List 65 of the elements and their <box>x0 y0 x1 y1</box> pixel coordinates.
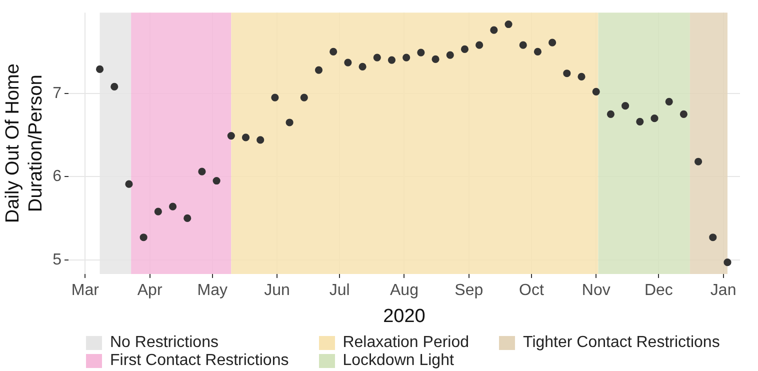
x-axis-title: 2020 <box>383 306 426 327</box>
point <box>519 41 527 49</box>
point <box>358 62 366 71</box>
x-tick-label: Jan <box>710 282 736 300</box>
point <box>665 98 673 106</box>
point <box>198 168 206 176</box>
point <box>650 114 658 122</box>
point <box>490 26 498 34</box>
point <box>271 94 279 102</box>
point <box>286 118 294 126</box>
point <box>373 54 381 62</box>
point <box>140 234 148 242</box>
point <box>578 72 586 80</box>
point <box>446 51 454 59</box>
y-tick-label: 7 <box>52 84 62 102</box>
point <box>402 54 410 62</box>
point <box>256 136 264 144</box>
point <box>417 48 425 56</box>
y-tick-label: 6 <box>52 168 62 186</box>
point <box>388 56 396 64</box>
x-tick-label: Jul <box>329 282 350 300</box>
point <box>212 176 220 185</box>
x-tick-label: Nov <box>582 282 610 300</box>
legend-label: No Restrictions <box>110 334 218 352</box>
point <box>314 66 323 74</box>
point <box>592 88 600 96</box>
point <box>184 214 192 222</box>
point <box>709 234 717 242</box>
y-tick-label: 5 <box>52 251 62 268</box>
point <box>724 258 732 266</box>
point <box>622 102 630 110</box>
point <box>680 110 688 118</box>
legend-label: Relaxation Period <box>342 334 470 352</box>
point <box>548 38 556 46</box>
point <box>563 70 571 78</box>
point <box>344 58 352 66</box>
point <box>96 65 104 74</box>
point <box>432 55 440 64</box>
point <box>534 48 542 56</box>
x-tick-label: Aug <box>390 282 418 300</box>
point <box>330 48 338 56</box>
legend-label: Tighter Contact Restrictions <box>523 334 720 352</box>
x-tick-label: Dec <box>644 282 673 300</box>
point <box>300 94 308 102</box>
point <box>168 202 177 210</box>
legend-label: First Contact Restrictions <box>110 352 289 370</box>
point <box>476 41 484 49</box>
point <box>227 132 235 140</box>
point <box>694 158 702 166</box>
x-tick-label: Oct <box>519 282 544 300</box>
point <box>125 180 133 188</box>
point <box>606 110 615 118</box>
x-tick-label: Jun <box>264 282 290 300</box>
x-tick-label: May <box>197 282 228 300</box>
y-axis-title: Daily Out Of Home Duration/Person <box>2 64 46 224</box>
x-tick-label: Apr <box>137 282 163 300</box>
x-tick-label: Mar <box>71 282 100 300</box>
point <box>154 208 162 216</box>
point <box>504 20 512 28</box>
x-tick-label: Sep <box>454 282 484 300</box>
point <box>110 82 118 90</box>
legend-label: Lockdown Light <box>342 352 454 370</box>
point <box>636 118 644 126</box>
point <box>242 134 250 142</box>
point <box>460 45 469 54</box>
